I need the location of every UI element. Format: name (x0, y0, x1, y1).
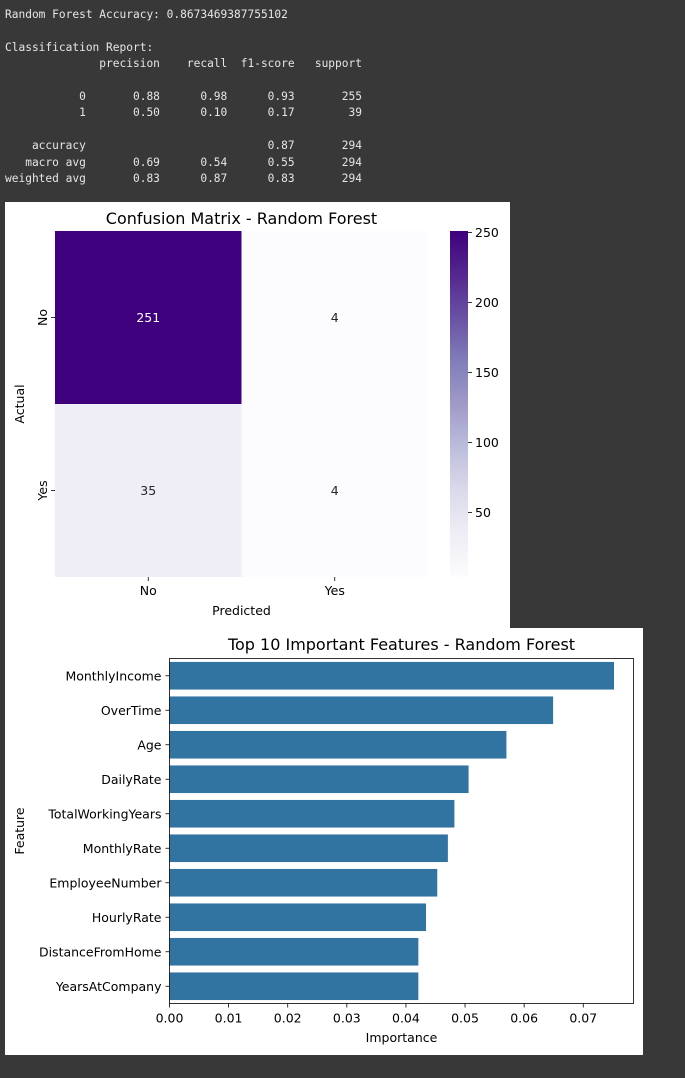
colorbar (450, 231, 468, 577)
y-tick-label: DistanceFromHome (39, 944, 162, 959)
x-tick-label: 0.02 (274, 1011, 302, 1026)
cell-value-label: 4 (331, 483, 339, 498)
importance-bar (169, 834, 448, 863)
x-axis-label: Predicted (212, 603, 271, 618)
cell-value-label: 35 (140, 483, 156, 498)
heatmap-cell (241, 404, 428, 577)
x-tick-label: 0.04 (392, 1011, 420, 1026)
console-line: accuracy 0.87 294 (5, 139, 362, 153)
y-tick-label: TotalWorkingYears (47, 806, 161, 821)
console-output: Random Forest Accuracy: 0.86734693877551… (5, 7, 362, 187)
y-tick-label: EmployeeNumber (49, 875, 162, 890)
y-tick-label: MonthlyIncome (65, 668, 161, 683)
cell-value-label: 4 (331, 310, 339, 325)
importance-bar (169, 972, 419, 1001)
y-tick-label: MonthlyRate (83, 841, 162, 856)
importance-bar (169, 661, 614, 690)
colorbar-tick-label: 150 (475, 365, 499, 380)
importance-bar (169, 903, 427, 932)
importance-bar (169, 765, 469, 794)
importance-bar (169, 696, 554, 725)
console-line: 1 0.50 0.10 0.17 39 (5, 106, 362, 120)
heatmap-cell (55, 231, 242, 404)
y-tick-label: DailyRate (101, 772, 162, 787)
console-line (5, 73, 362, 89)
console-line: macro avg 0.69 0.54 0.55 294 (5, 155, 362, 169)
y-tick-label: Age (137, 737, 161, 752)
y-tick-label: YearsAtCompany (55, 979, 162, 994)
cell-value-label: 251 (136, 310, 160, 325)
chart-title: Confusion Matrix - Random Forest (106, 209, 377, 228)
importance-bar (169, 868, 438, 897)
confusion-matrix-figure: Confusion Matrix - Random Forest 251 4 35 4 N… (5, 202, 510, 628)
importance-bar (169, 799, 455, 828)
heatmap-cell (55, 404, 242, 577)
importance-bar (169, 730, 507, 759)
x-tick-label: 0.03 (333, 1011, 361, 1026)
confusion-matrix-chart: Confusion Matrix - Random Forest 251 4 35 4 N… (12, 209, 499, 618)
y-tick-label: HourlyRate (92, 910, 162, 925)
colorbar-tick-label: 200 (475, 295, 499, 310)
colorbar-tick-label: 100 (475, 435, 499, 450)
console-line: Classification Report: (5, 40, 154, 54)
heatmap-cell (241, 231, 428, 404)
plot-frame (169, 658, 634, 1004)
y-tick-label: No (35, 309, 50, 326)
chart-title: Top 10 Important Features - Random Fores… (227, 635, 575, 654)
x-tick-label: No (140, 583, 157, 598)
console-line: precision recall f1-score support (5, 57, 362, 71)
x-tick-label: 0.06 (510, 1011, 538, 1026)
y-tick-label: Yes (35, 480, 50, 501)
importance-bar (169, 937, 419, 966)
x-axis-label: Importance (366, 1030, 438, 1045)
console-line (5, 122, 362, 138)
x-tick-label: 0.05 (451, 1011, 479, 1026)
console-line: 0 0.88 0.98 0.93 255 (5, 90, 362, 104)
x-tick-label: Yes (324, 583, 345, 598)
y-tick-label: OverTime (101, 703, 162, 718)
feature-importance-figure: Top 10 Important Features - Random Fores… (5, 628, 643, 1055)
console-line (5, 23, 362, 39)
x-tick-label: 0.07 (569, 1011, 597, 1026)
y-axis-label: Actual (12, 384, 27, 423)
feature-importance-chart: Top 10 Important Features - Random Fores… (12, 635, 634, 1045)
x-tick-label: 0.01 (215, 1011, 243, 1026)
colorbar-tick-label: 50 (475, 505, 491, 520)
y-axis-label: Feature (12, 807, 27, 855)
colorbar-tick-label: 250 (475, 225, 499, 240)
console-line: Random Forest Accuracy: 0.86734693877551… (5, 8, 288, 21)
console-line: weighted avg 0.83 0.87 0.83 294 (5, 172, 362, 186)
x-tick-label: 0.00 (156, 1011, 184, 1026)
